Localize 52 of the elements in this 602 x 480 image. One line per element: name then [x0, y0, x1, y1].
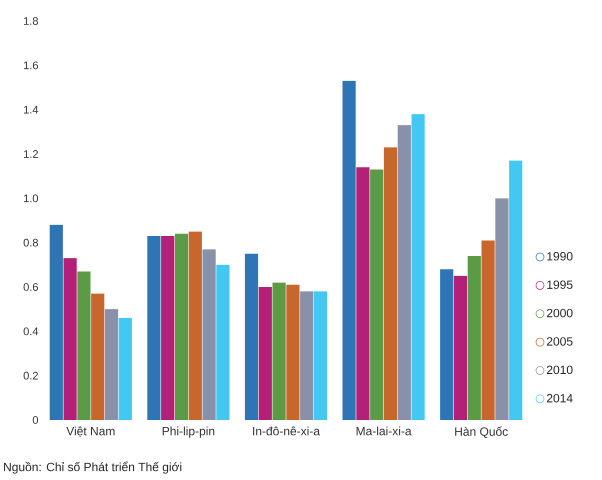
bar: [468, 256, 481, 420]
y-tick-label: 1.8: [24, 17, 38, 25]
bar: [104, 309, 118, 420]
bar: [216, 264, 230, 420]
legend-label: 2010: [546, 366, 573, 374]
bar: [174, 234, 188, 420]
bar: [286, 284, 300, 420]
y-tick-label: 0.6: [24, 283, 38, 291]
x-tick-label: Việt Nam: [66, 426, 115, 438]
x-tick-label: Phi-lip-pin: [162, 426, 214, 438]
bar: [495, 198, 509, 420]
x-tick-label: In-đô-nê-xi-a: [253, 426, 320, 436]
y-tick-label: 1.6: [24, 61, 38, 70]
bar: [370, 170, 384, 420]
legend-label: 1990: [547, 252, 573, 261]
bar: [258, 287, 272, 420]
bar: [342, 80, 356, 420]
y-tick-label: 1.2: [24, 150, 38, 158]
x-tick-label: Hàn Quốc: [455, 426, 508, 438]
bar: [202, 249, 216, 420]
bar: [314, 291, 328, 420]
legend-label: 1995: [547, 280, 573, 289]
bar: [356, 167, 370, 420]
bar: [91, 294, 104, 420]
x-tick-label: Ma-lai-xi-a: [356, 426, 412, 436]
bar: [384, 147, 398, 420]
bar: [454, 276, 468, 420]
bar: [509, 160, 522, 420]
bar: [77, 271, 91, 420]
text: Nguồn: Chỉ số Phát triển Thế giới: [4, 461, 182, 474]
bar: [161, 236, 174, 420]
bar: [482, 240, 495, 420]
bar: [272, 282, 286, 420]
y-tick-label: 1.0: [24, 194, 38, 202]
bar: [50, 224, 63, 420]
legend-label: 2014: [546, 394, 573, 402]
legend-label: 2000: [546, 308, 573, 318]
bar: [188, 232, 202, 420]
bar: [440, 269, 454, 420]
bar: [300, 291, 314, 420]
bar: [64, 258, 77, 420]
legend-label: 2005: [546, 337, 573, 346]
bar: [412, 114, 425, 420]
bar: [398, 125, 411, 420]
y-tick-label: 0.4: [24, 327, 38, 336]
bar: [118, 318, 132, 420]
y-tick-label: 0.2: [24, 372, 38, 380]
y-tick-label: 1.4: [24, 106, 38, 114]
bar: [244, 254, 258, 420]
bar: [147, 236, 161, 420]
y-tick-label: 0.8: [24, 238, 38, 247]
y-tick-label: 0: [32, 416, 38, 424]
